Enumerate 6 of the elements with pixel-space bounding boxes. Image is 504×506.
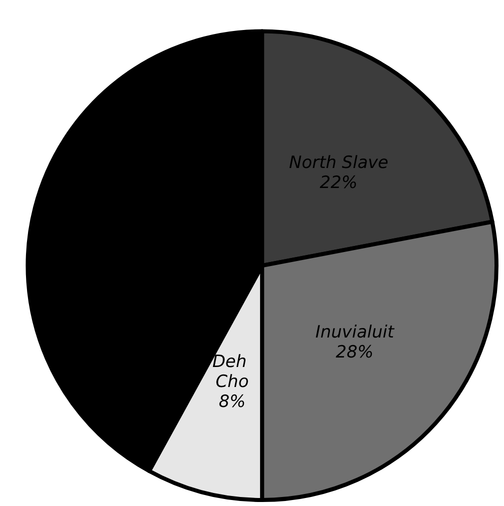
data-label: 22% — [320, 173, 358, 194]
slice-label: Inuvialuit — [315, 322, 396, 342]
slice-label: North Slave — [288, 153, 388, 174]
data-label: 28% — [336, 342, 374, 362]
slice-label: Deh Cho — [212, 352, 252, 392]
data-label: 8% — [218, 392, 246, 412]
